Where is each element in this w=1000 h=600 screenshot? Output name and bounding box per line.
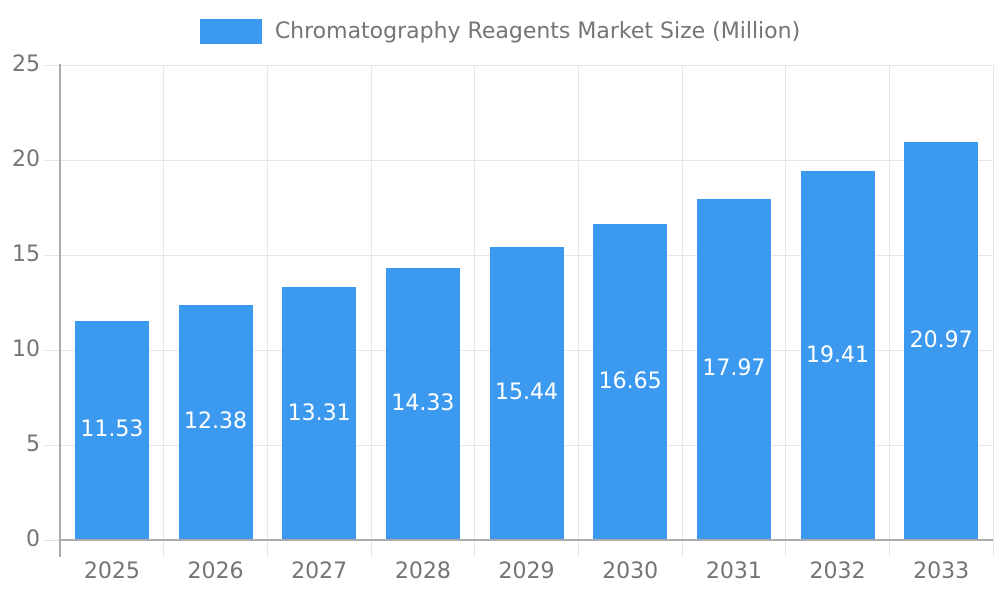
gridline-horizontal: [44, 159, 993, 161]
bar-value-label: 12.38: [184, 409, 247, 435]
x-axis-label: 2025: [83, 559, 140, 584]
bar-value-label: 20.97: [909, 327, 973, 353]
bar-2026[interactable]: 12.38: [178, 304, 253, 540]
bar-value-label: 16.65: [598, 368, 662, 394]
bar-2033[interactable]: 20.97: [904, 141, 979, 540]
bar-value-label: 15.44: [495, 380, 558, 406]
bar-2029[interactable]: 15.44: [489, 246, 564, 540]
bar-2028[interactable]: 14.33: [385, 267, 460, 540]
bar-value-label: 11.53: [80, 417, 144, 443]
gridline-vertical: [266, 65, 268, 557]
bar-2032[interactable]: 19.41: [800, 171, 875, 540]
y-axis-label: 15: [12, 242, 40, 267]
x-axis-label: 2030: [602, 559, 659, 584]
y-axis-line: [59, 64, 61, 557]
y-axis-label: 5: [26, 432, 40, 457]
x-axis-line: [59, 539, 993, 541]
bar-value-label: 19.41: [806, 342, 869, 368]
x-axis-label: 2029: [498, 559, 555, 584]
y-axis-tick: [44, 539, 60, 541]
y-axis-label: 25: [12, 52, 40, 77]
gridline-vertical: [577, 65, 579, 557]
legend-item[interactable]: Chromatography Reagents Market Size (Mil…: [199, 18, 801, 44]
legend-label: Chromatography Reagents Market Size (Mil…: [274, 18, 801, 44]
x-axis-label: 2031: [705, 559, 762, 584]
x-axis-label: 2028: [394, 559, 451, 584]
gridline-vertical: [163, 65, 165, 557]
y-axis-label: 20: [12, 147, 40, 172]
legend: Chromatography Reagents Market Size (Mil…: [0, 17, 1000, 45]
gridline-vertical: [785, 65, 787, 557]
bar-2030[interactable]: 16.65: [593, 223, 668, 540]
gridline-vertical: [474, 65, 476, 557]
gridline-vertical: [888, 65, 890, 557]
x-axis-label: 2027: [291, 559, 348, 584]
gridline-vertical: [992, 65, 994, 557]
gridline-vertical: [370, 65, 372, 557]
gridline-horizontal: [44, 64, 993, 66]
x-axis-label: 2033: [913, 559, 970, 584]
bar-2027[interactable]: 13.31: [282, 287, 357, 540]
bar-value-label: 17.97: [702, 356, 766, 382]
x-axis-label: 2026: [187, 559, 244, 584]
y-axis-label: 0: [26, 527, 40, 552]
bar-value-label: 13.31: [287, 400, 351, 426]
legend-swatch-icon: [199, 18, 262, 44]
bar-2031[interactable]: 17.97: [696, 198, 771, 540]
x-axis-label: 2032: [809, 559, 866, 584]
gridline-vertical: [681, 65, 683, 557]
bar-value-label: 14.33: [391, 390, 455, 416]
y-axis-label: 10: [12, 337, 40, 362]
bar-2025[interactable]: 11.53: [74, 320, 149, 540]
